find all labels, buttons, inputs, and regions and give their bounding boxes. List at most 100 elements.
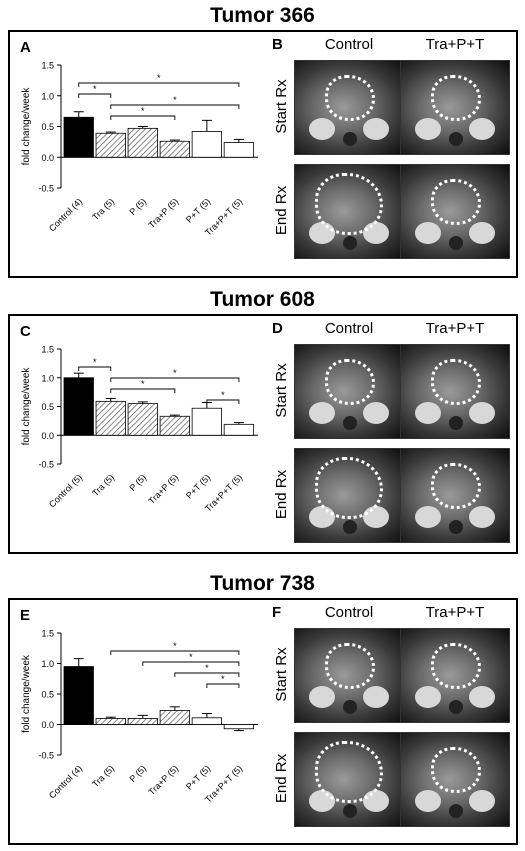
kidney-shape	[415, 790, 441, 812]
significance-label: *	[141, 379, 145, 389]
y-tick-label: 0.0	[41, 153, 54, 163]
image-column-label: Tra+P+T	[425, 36, 485, 53]
y-axis-label: fold change/week	[21, 654, 32, 733]
category-label: Control (4)	[47, 763, 84, 800]
significance-label: *	[189, 652, 193, 662]
significance-bracket	[78, 93, 112, 98]
kidney-shape	[363, 686, 389, 708]
mri-panel: D Control Tra+P+T Start Rx End Rx	[272, 316, 517, 552]
mri-scan-image	[400, 60, 510, 155]
category-label: P (5)	[127, 196, 148, 217]
significance-bracket	[110, 388, 176, 393]
kidney-shape	[469, 790, 495, 812]
spine-shape	[343, 236, 357, 250]
kidney-shape	[469, 506, 495, 528]
bar-chart: E 1.5 1.0 0.5 0.0 -0.5 fold change/week Control…	[20, 607, 258, 805]
panel-letter: A	[20, 39, 31, 56]
category-label: P+T (5)	[184, 196, 212, 224]
significance-bracket	[142, 661, 240, 666]
bar	[223, 423, 255, 436]
spine-shape	[449, 700, 463, 714]
spine-shape	[343, 132, 357, 146]
tumor-outline	[315, 457, 383, 519]
category-label: Control (4)	[47, 196, 84, 233]
tumor-outline	[325, 75, 375, 121]
figure-panel-tumor-608: C 1.5 1.0 0.5 0.0 -0.5 fold change/week Control…	[8, 314, 518, 554]
significance-label: *	[221, 674, 225, 684]
category-label: P (5)	[127, 763, 148, 784]
kidney-shape	[469, 402, 495, 424]
bar	[63, 116, 94, 158]
image-column-label: Tra+P+T	[425, 604, 485, 621]
y-tick-label: 0.0	[41, 720, 54, 730]
image-row-label: End Rx	[273, 185, 290, 236]
kidney-shape	[363, 402, 389, 424]
y-tick-label: 1.5	[41, 629, 54, 639]
bar	[159, 415, 190, 436]
bar	[191, 717, 223, 725]
panel-letter: B	[272, 36, 283, 53]
y-tick-label: 0.0	[41, 431, 54, 441]
significance-bracket	[206, 399, 240, 404]
image-row-label: Start Rx	[273, 647, 290, 702]
image-row-label: Start Rx	[273, 363, 290, 418]
spine-shape	[343, 804, 357, 818]
significance-bracket	[110, 115, 176, 120]
tumor-outline	[431, 75, 481, 121]
kidney-shape	[415, 402, 441, 424]
image-row-label: Start Rx	[273, 79, 290, 134]
significance-label: *	[93, 84, 97, 94]
kidney-shape	[309, 118, 335, 140]
category-label: Tra+P (5)	[146, 472, 180, 506]
figure-panel-tumor-366: A 1.5 1.0 0.5 0.0 -0.5 fold change/week Control…	[8, 30, 518, 278]
image-column-label: Control	[324, 604, 374, 621]
category-label: P (5)	[127, 472, 148, 493]
spine-shape	[449, 804, 463, 818]
mri-scan-image	[294, 628, 404, 723]
bar	[191, 131, 223, 158]
image-column-label: Control	[324, 36, 374, 53]
category-label: P+T (5)	[184, 763, 212, 791]
spine-shape	[449, 132, 463, 146]
y-tick-label: 0.5	[41, 690, 54, 700]
significance-label: *	[173, 95, 177, 105]
tumor-title: Tumor 738	[210, 572, 315, 595]
kidney-shape	[309, 402, 335, 424]
kidney-shape	[309, 686, 335, 708]
tumor-outline	[431, 747, 481, 793]
y-tick-label: 0.5	[41, 402, 54, 412]
tumor-title: Tumor 366	[210, 4, 315, 27]
y-tick-label: 1.0	[41, 91, 54, 101]
y-tick-label: -0.5	[38, 460, 54, 470]
y-tick-label: 1.0	[41, 373, 54, 383]
significance-bracket	[110, 650, 240, 655]
significance-bracket	[78, 366, 112, 371]
y-tick-label: -0.5	[38, 751, 54, 761]
y-axis-label: fold change/week	[21, 367, 32, 446]
y-tick-label: 0.5	[41, 122, 54, 132]
mri-scan-image	[294, 164, 404, 259]
tumor-outline	[431, 463, 481, 509]
tumor-outline	[325, 359, 375, 405]
tumor-outline	[431, 359, 481, 405]
bar	[95, 132, 126, 158]
mri-scan-image	[400, 628, 510, 723]
bar	[63, 377, 94, 436]
spine-shape	[343, 416, 357, 430]
mri-scan-image	[294, 60, 404, 155]
spine-shape	[343, 700, 357, 714]
panel-letter: E	[20, 607, 30, 624]
kidney-shape	[469, 118, 495, 140]
bar	[95, 718, 126, 725]
mri-scan-image	[294, 344, 404, 439]
kidney-shape	[415, 686, 441, 708]
y-tick-label: 1.5	[41, 61, 54, 71]
significance-label: *	[93, 357, 97, 367]
tumor-outline	[315, 741, 383, 803]
y-tick-label: 1.0	[41, 659, 54, 669]
mri-scan-image	[400, 344, 510, 439]
bar-chart: C 1.5 1.0 0.5 0.0 -0.5 fold change/week Control…	[20, 323, 258, 514]
bar	[95, 400, 126, 436]
mri-scan-image	[294, 732, 404, 827]
spine-shape	[449, 416, 463, 430]
